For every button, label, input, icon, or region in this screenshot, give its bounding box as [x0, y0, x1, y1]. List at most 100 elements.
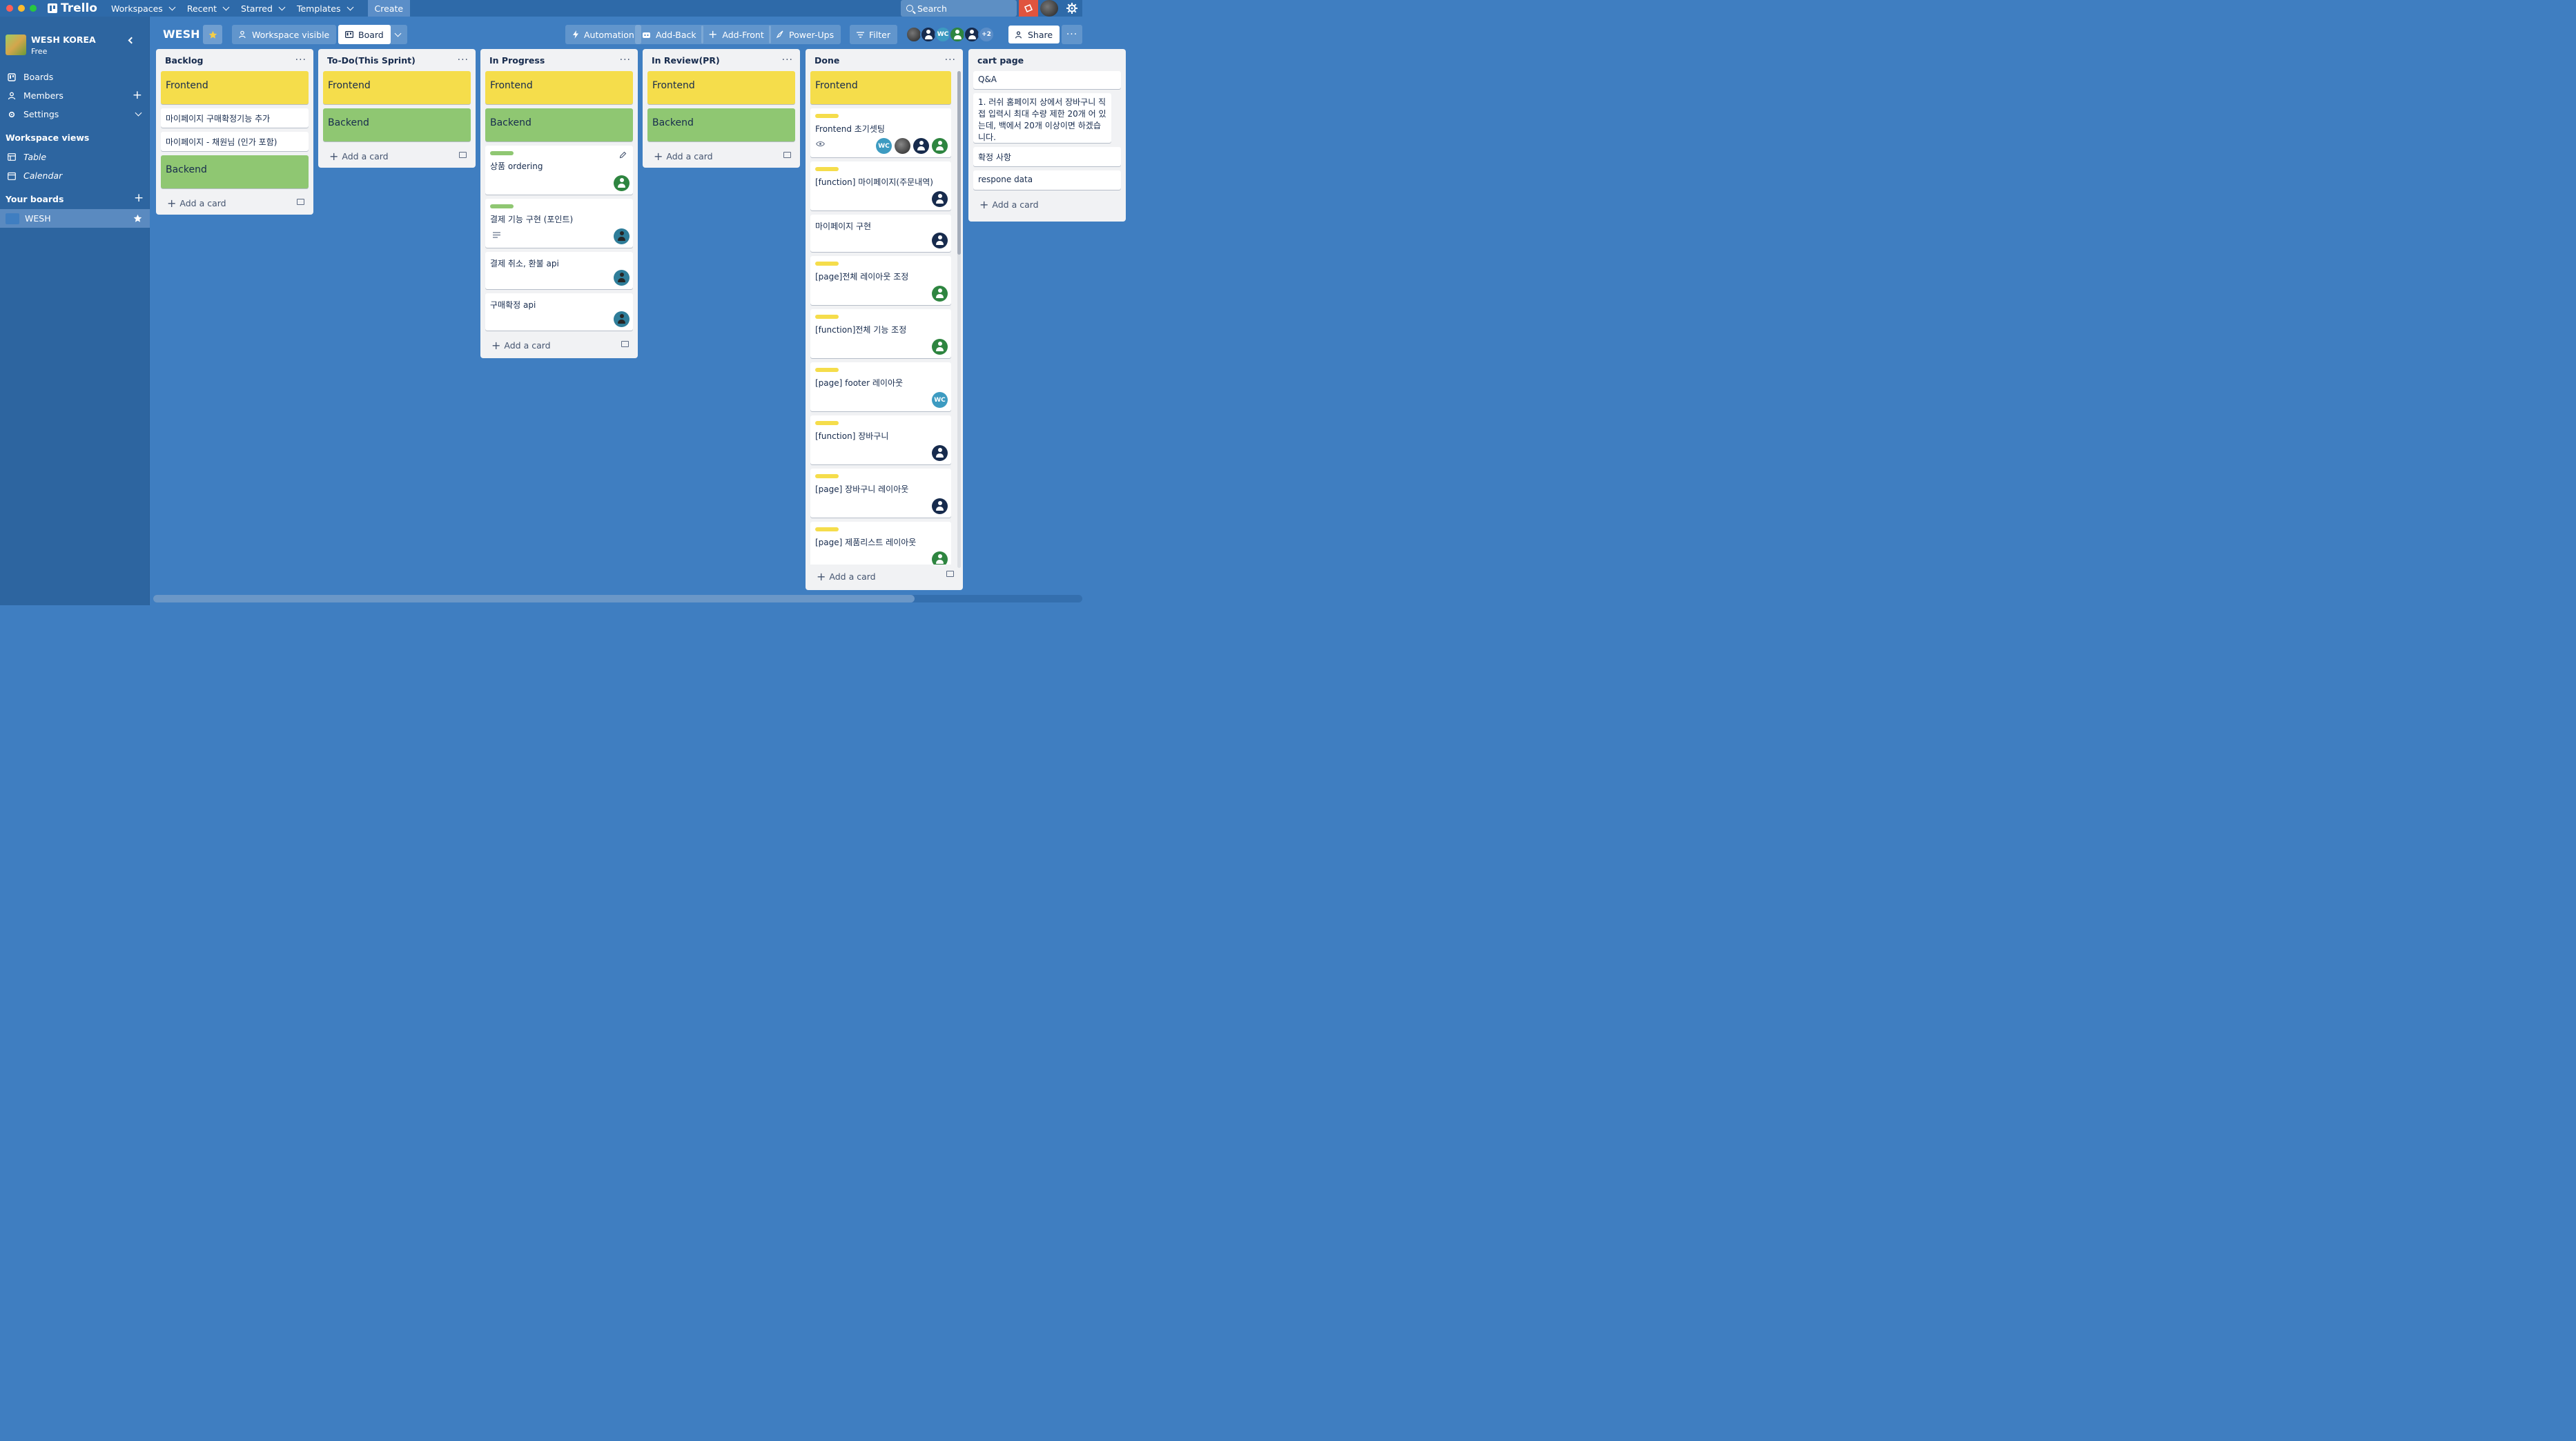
visibility-button[interactable]: Workspace visible	[232, 25, 337, 44]
card[interactable]: 결제 취소, 환불 api	[485, 252, 633, 289]
nav-templates[interactable]: Templates	[293, 0, 357, 17]
card[interactable]: respone data	[973, 170, 1121, 190]
add-card-button[interactable]: + Add a card	[156, 193, 313, 217]
list-title[interactable]: Done	[814, 55, 840, 66]
card[interactable]: 마이페이지 구현	[810, 215, 951, 252]
board-title[interactable]: WESH	[163, 28, 200, 41]
card[interactable]: 마이페이지 - 채원님 (인가 포함)	[161, 132, 309, 151]
sidebar-item-boards[interactable]: Boards	[0, 68, 150, 86]
list-title[interactable]: In Progress	[489, 55, 545, 66]
member-avatar[interactable]	[614, 311, 630, 327]
board-members[interactable]: WC +2	[906, 26, 995, 43]
create-button[interactable]: Create	[367, 0, 411, 17]
card[interactable]: [page] 제품리스트 레이아웃	[810, 522, 951, 565]
card[interactable]: 1. 러쉬 홈페이지 상에서 장바구니 직접 입력시 최대 수량 제한 20개 …	[973, 93, 1111, 143]
card-frontend[interactable]: Frontend	[323, 71, 471, 104]
list-menu-icon[interactable]: ···	[295, 55, 306, 66]
member-avatar[interactable]	[964, 26, 980, 43]
add-card-button[interactable]: + Add a card	[318, 146, 476, 170]
card-frontend[interactable]: Frontend	[161, 71, 309, 104]
list-title[interactable]: In Review(PR)	[652, 55, 720, 66]
sidebar-board-wesh[interactable]: WESH	[0, 209, 150, 228]
card[interactable]: [function] 장바구니	[810, 415, 951, 464]
add-card-button[interactable]: + Add a card	[806, 565, 963, 590]
sidebar-item-table[interactable]: Table	[0, 148, 150, 166]
card[interactable]: [function] 마이페이지(주문내역)	[810, 161, 951, 210]
maximize-window-button[interactable]	[30, 5, 37, 12]
member-avatar[interactable]	[614, 270, 630, 286]
member-avatar[interactable]	[895, 138, 910, 154]
automation-button[interactable]: Automation	[565, 25, 641, 44]
card[interactable]: [page] 장바구니 레이아웃	[810, 469, 951, 518]
sidebar-item-members[interactable]: Members +	[0, 86, 150, 105]
board-horizontal-scrollbar[interactable]	[153, 595, 1082, 602]
search-input[interactable]: Search	[901, 0, 1017, 17]
member-avatar[interactable]	[932, 233, 948, 248]
card[interactable]: 마이페이지 구매확정기능 추가	[161, 108, 309, 128]
template-icon[interactable]	[297, 199, 304, 205]
list-menu-icon[interactable]: ···	[944, 55, 956, 66]
add-board-icon[interactable]: +	[134, 191, 144, 205]
card[interactable]: 결제 기능 구현 (포인트)	[485, 199, 633, 248]
card-frontend[interactable]: Frontend	[647, 71, 795, 104]
member-avatar[interactable]	[932, 191, 948, 207]
member-avatar[interactable]	[614, 175, 630, 191]
add-member-icon[interactable]: +	[132, 88, 142, 102]
card-frontend[interactable]: Frontend	[810, 71, 951, 104]
list-menu-icon[interactable]: ···	[457, 55, 469, 66]
list-menu-icon[interactable]: ···	[619, 55, 631, 66]
member-avatar[interactable]	[932, 498, 948, 514]
gear-icon[interactable]	[1066, 3, 1077, 14]
card[interactable]: 구매확정 api	[485, 293, 633, 331]
card-backend[interactable]: Backend	[161, 155, 309, 188]
add-back-button[interactable]: Add-Back	[635, 25, 703, 44]
list-title[interactable]: cart page	[977, 55, 1024, 66]
trello-logo[interactable]: Trello	[48, 1, 97, 15]
add-card-button[interactable]: + Add a card	[968, 194, 1126, 218]
card-frontend[interactable]: Frontend	[485, 71, 633, 104]
list-title[interactable]: To-Do(This Sprint)	[327, 55, 416, 66]
card[interactable]: 확정 사항	[973, 147, 1121, 166]
add-card-button[interactable]: + Add a card	[480, 335, 638, 359]
list-title[interactable]: Backlog	[165, 55, 204, 66]
add-front-button[interactable]: + Add-Front	[701, 25, 771, 44]
template-icon[interactable]	[459, 152, 467, 158]
member-avatar[interactable]	[614, 228, 630, 244]
member-avatar[interactable]	[932, 551, 948, 565]
star-icon[interactable]	[133, 214, 142, 223]
account-avatar[interactable]	[1040, 0, 1058, 17]
card[interactable]: [page] footer 레이아웃 WC	[810, 362, 951, 411]
views-dropdown-button[interactable]	[389, 25, 407, 44]
done-list-scrollbar[interactable]	[957, 71, 961, 568]
member-avatar[interactable]	[932, 286, 948, 302]
sidebar-item-calendar[interactable]: Calendar	[0, 166, 150, 185]
member-avatar[interactable]: WC	[935, 26, 951, 43]
card[interactable]: Q&A	[973, 71, 1121, 89]
star-board-button[interactable]	[203, 25, 222, 44]
member-avatar[interactable]	[932, 138, 948, 154]
pencil-icon[interactable]	[619, 151, 627, 159]
nav-starred[interactable]: Starred	[237, 0, 289, 17]
done-cards-scroll[interactable]: Frontend Frontend 초기셋팅 WC [function] 마이페…	[806, 71, 963, 565]
member-avatar[interactable]	[913, 138, 929, 154]
scrollbar-thumb[interactable]	[957, 71, 961, 255]
power-ups-button[interactable]: Power-Ups	[769, 25, 841, 44]
board-menu-button[interactable]: ···	[1062, 25, 1082, 44]
card[interactable]: [function]전체 기능 조정	[810, 309, 951, 358]
template-icon[interactable]	[621, 341, 629, 347]
template-icon[interactable]	[946, 571, 954, 577]
card[interactable]: [page]전체 레이아웃 조정	[810, 256, 951, 305]
card-backend[interactable]: Backend	[323, 108, 471, 141]
nav-recent[interactable]: Recent	[183, 0, 233, 17]
card[interactable]: 상품 ordering	[485, 146, 633, 195]
more-members-badge[interactable]: +2	[978, 26, 995, 43]
member-avatar[interactable]: WC	[932, 392, 948, 408]
list-menu-icon[interactable]: ···	[781, 55, 793, 66]
card[interactable]: Frontend 초기셋팅 WC	[810, 108, 951, 157]
close-window-button[interactable]	[6, 5, 13, 12]
scrollbar-thumb[interactable]	[153, 595, 915, 602]
share-button[interactable]: Share	[1008, 26, 1060, 43]
nav-workspaces[interactable]: Workspaces	[107, 0, 179, 17]
template-icon[interactable]	[783, 152, 791, 158]
filter-button[interactable]: Filter	[850, 25, 897, 44]
